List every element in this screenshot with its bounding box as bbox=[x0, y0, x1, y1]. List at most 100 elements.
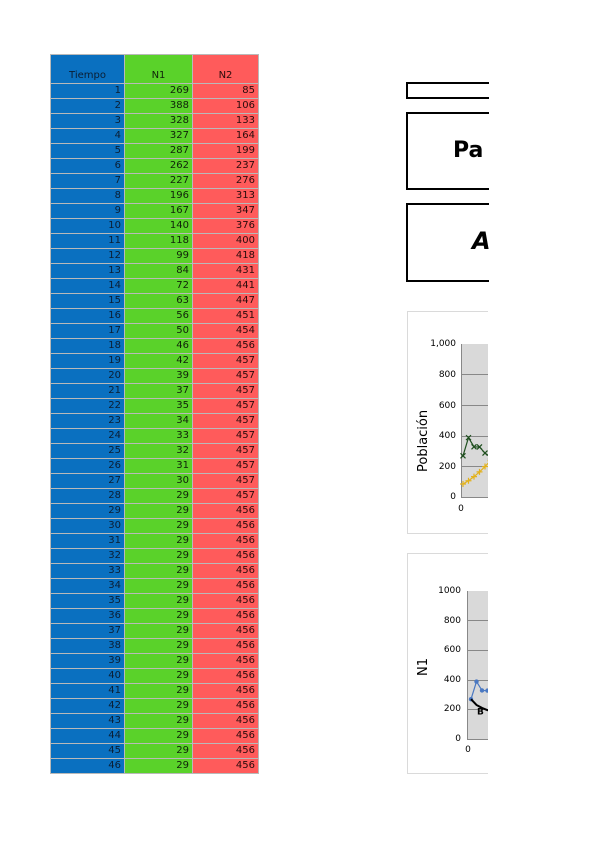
cell-tiempo[interactable]: 13 bbox=[50, 263, 125, 279]
cell-n2[interactable]: 447 bbox=[192, 293, 259, 309]
cell-n2[interactable]: 376 bbox=[192, 218, 259, 234]
column-header-n1[interactable]: N1 bbox=[124, 54, 193, 84]
cell-n2[interactable]: 456 bbox=[192, 593, 259, 609]
cell-tiempo[interactable]: 41 bbox=[50, 683, 125, 699]
cell-n1[interactable]: 196 bbox=[124, 188, 193, 204]
cell-n2[interactable]: 164 bbox=[192, 128, 259, 144]
cell-n2[interactable]: 456 bbox=[192, 533, 259, 549]
cell-tiempo[interactable]: 6 bbox=[50, 158, 125, 174]
cell-n2[interactable]: 457 bbox=[192, 353, 259, 369]
cell-n2[interactable]: 457 bbox=[192, 488, 259, 504]
cell-n2[interactable]: 431 bbox=[192, 263, 259, 279]
cell-n2[interactable]: 347 bbox=[192, 203, 259, 219]
cell-n1[interactable]: 29 bbox=[124, 593, 193, 609]
cell-n2[interactable]: 456 bbox=[192, 518, 259, 534]
cell-n1[interactable]: 287 bbox=[124, 143, 193, 159]
cell-tiempo[interactable]: 12 bbox=[50, 248, 125, 264]
cell-n1[interactable]: 29 bbox=[124, 533, 193, 549]
cell-tiempo[interactable]: 22 bbox=[50, 398, 125, 414]
cell-tiempo[interactable]: 36 bbox=[50, 608, 125, 624]
cell-n2[interactable]: 454 bbox=[192, 323, 259, 339]
cell-tiempo[interactable]: 23 bbox=[50, 413, 125, 429]
cell-n2[interactable]: 456 bbox=[192, 713, 259, 729]
cell-tiempo[interactable]: 18 bbox=[50, 338, 125, 354]
cell-n2[interactable]: 457 bbox=[192, 458, 259, 474]
cell-n2[interactable]: 456 bbox=[192, 683, 259, 699]
cell-n2[interactable]: 133 bbox=[192, 113, 259, 129]
cell-n1[interactable]: 30 bbox=[124, 473, 193, 489]
cell-tiempo[interactable]: 3 bbox=[50, 113, 125, 129]
cell-tiempo[interactable]: 19 bbox=[50, 353, 125, 369]
cell-n1[interactable]: 29 bbox=[124, 638, 193, 654]
cell-tiempo[interactable]: 45 bbox=[50, 743, 125, 759]
cell-n2[interactable]: 456 bbox=[192, 563, 259, 579]
cell-n1[interactable]: 34 bbox=[124, 413, 193, 429]
cell-tiempo[interactable]: 25 bbox=[50, 443, 125, 459]
cell-n2[interactable]: 456 bbox=[192, 728, 259, 744]
cell-n2[interactable]: 418 bbox=[192, 248, 259, 264]
cell-n1[interactable]: 29 bbox=[124, 518, 193, 534]
cell-n2[interactable]: 457 bbox=[192, 383, 259, 399]
cell-n2[interactable]: 456 bbox=[192, 503, 259, 519]
cell-tiempo[interactable]: 28 bbox=[50, 488, 125, 504]
cell-n1[interactable]: 262 bbox=[124, 158, 193, 174]
cell-tiempo[interactable]: 5 bbox=[50, 143, 125, 159]
cell-tiempo[interactable]: 20 bbox=[50, 368, 125, 384]
cell-n2[interactable]: 199 bbox=[192, 143, 259, 159]
cell-n1[interactable]: 29 bbox=[124, 503, 193, 519]
cell-tiempo[interactable]: 24 bbox=[50, 428, 125, 444]
cell-n1[interactable]: 327 bbox=[124, 128, 193, 144]
cell-n1[interactable]: 29 bbox=[124, 578, 193, 594]
cell-n1[interactable]: 167 bbox=[124, 203, 193, 219]
cell-n2[interactable]: 457 bbox=[192, 428, 259, 444]
cell-n1[interactable]: 37 bbox=[124, 383, 193, 399]
cell-tiempo[interactable]: 8 bbox=[50, 188, 125, 204]
cell-n1[interactable]: 29 bbox=[124, 623, 193, 639]
cell-tiempo[interactable]: 30 bbox=[50, 518, 125, 534]
cell-n1[interactable]: 29 bbox=[124, 563, 193, 579]
cell-n1[interactable]: 29 bbox=[124, 713, 193, 729]
column-header-tiempo[interactable]: Tiempo bbox=[50, 54, 125, 84]
cell-n2[interactable]: 456 bbox=[192, 638, 259, 654]
cell-n2[interactable]: 276 bbox=[192, 173, 259, 189]
cell-tiempo[interactable]: 4 bbox=[50, 128, 125, 144]
cell-n1[interactable]: 84 bbox=[124, 263, 193, 279]
cell-n2[interactable]: 313 bbox=[192, 188, 259, 204]
cell-n2[interactable]: 106 bbox=[192, 98, 259, 114]
cell-tiempo[interactable]: 42 bbox=[50, 698, 125, 714]
cell-n1[interactable]: 63 bbox=[124, 293, 193, 309]
cell-n1[interactable]: 29 bbox=[124, 653, 193, 669]
cell-n2[interactable]: 456 bbox=[192, 668, 259, 684]
cell-tiempo[interactable]: 7 bbox=[50, 173, 125, 189]
cell-n1[interactable]: 29 bbox=[124, 698, 193, 714]
cell-n1[interactable]: 33 bbox=[124, 428, 193, 444]
cell-tiempo[interactable]: 10 bbox=[50, 218, 125, 234]
cell-tiempo[interactable]: 14 bbox=[50, 278, 125, 294]
cell-n1[interactable]: 32 bbox=[124, 443, 193, 459]
cell-tiempo[interactable]: 35 bbox=[50, 593, 125, 609]
cell-n1[interactable]: 29 bbox=[124, 758, 193, 774]
cell-tiempo[interactable]: 9 bbox=[50, 203, 125, 219]
cell-n1[interactable]: 140 bbox=[124, 218, 193, 234]
cell-n1[interactable]: 31 bbox=[124, 458, 193, 474]
cell-n1[interactable]: 42 bbox=[124, 353, 193, 369]
cell-n1[interactable]: 99 bbox=[124, 248, 193, 264]
cell-tiempo[interactable]: 21 bbox=[50, 383, 125, 399]
cell-n1[interactable]: 29 bbox=[124, 608, 193, 624]
cell-n1[interactable]: 328 bbox=[124, 113, 193, 129]
cell-n2[interactable]: 237 bbox=[192, 158, 259, 174]
cell-n2[interactable]: 456 bbox=[192, 548, 259, 564]
cell-n2[interactable]: 457 bbox=[192, 413, 259, 429]
cell-tiempo[interactable]: 40 bbox=[50, 668, 125, 684]
cell-n2[interactable]: 456 bbox=[192, 698, 259, 714]
cell-tiempo[interactable]: 39 bbox=[50, 653, 125, 669]
cell-n1[interactable]: 35 bbox=[124, 398, 193, 414]
cell-tiempo[interactable]: 37 bbox=[50, 623, 125, 639]
cell-n1[interactable]: 29 bbox=[124, 488, 193, 504]
cell-tiempo[interactable]: 46 bbox=[50, 758, 125, 774]
cell-tiempo[interactable]: 33 bbox=[50, 563, 125, 579]
cell-n1[interactable]: 50 bbox=[124, 323, 193, 339]
cell-tiempo[interactable]: 26 bbox=[50, 458, 125, 474]
cell-tiempo[interactable]: 16 bbox=[50, 308, 125, 324]
cell-tiempo[interactable]: 34 bbox=[50, 578, 125, 594]
